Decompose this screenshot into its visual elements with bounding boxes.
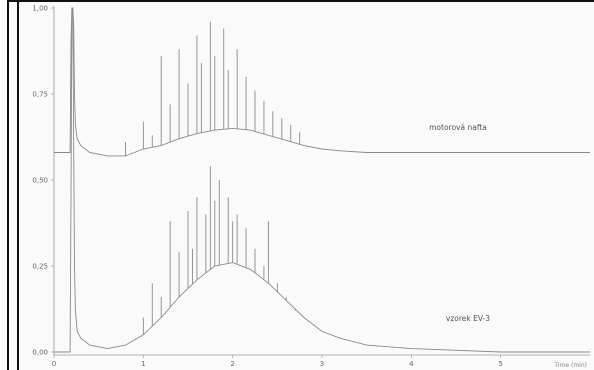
plot-background [8,0,594,370]
y-tick-label: 0,75 [32,91,48,99]
x-tick-label: 2 [230,360,234,368]
series-label-0: motorová nafta [429,123,487,132]
x-ticks: 0 1 2 3 4 5 [52,355,503,368]
x-tick-label: 5 [498,360,502,368]
y-tick-label: 0,00 [32,349,48,357]
y-tick-label: 1,00 [32,5,48,13]
series-labels: motorová nafta vzorek EV-3 [429,123,490,323]
x-tick-label: 4 [409,360,414,368]
x-tick-label: 3 [320,360,324,368]
series-layer [54,7,590,353]
series-label-1: vzorek EV-3 [446,314,490,323]
x-axis-label: Time (min) [553,362,587,369]
y-tick-label: 0,25 [32,263,48,271]
y-tick-label: 0,50 [32,177,48,185]
x-tick-label: 1 [141,360,145,368]
x-tick-label: 0 [52,360,56,368]
y-ticks: 0,00 0,25 0,50 0,75 1,00 [32,5,54,357]
